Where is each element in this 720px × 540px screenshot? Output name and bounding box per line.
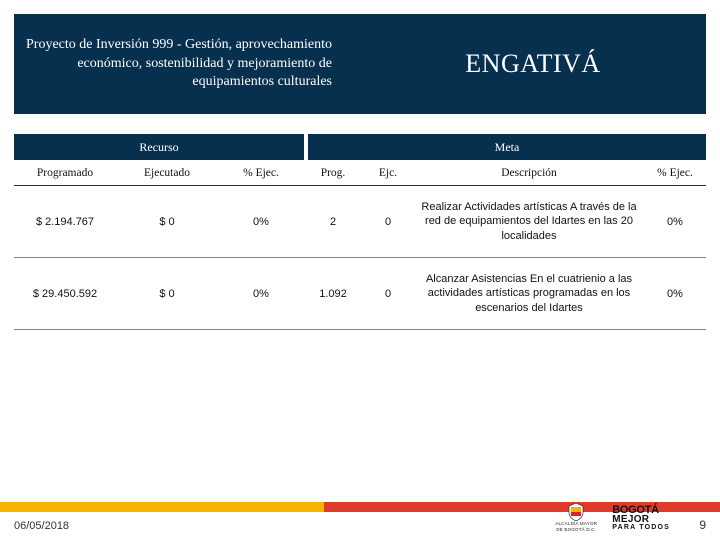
footer-date: 06/05/2018 [14,520,69,532]
th-descripcion: Descripción [414,160,644,185]
cell-programado: $ 2.194.767 [14,210,116,234]
cell-pct-ejec: 0% [218,282,304,306]
alcaldia-text-2: DE BOGOTÁ D.C. [556,528,596,533]
table-header-row: Programado Ejecutado % Ejec. Prog. Ejc. … [14,160,706,186]
cell-meta-pct: 0% [644,282,706,306]
page-number: 9 [699,518,706,532]
th-meta-pct: % Ejec. [644,160,706,185]
cell-pct-ejec: 0% [218,210,304,234]
table-row: $ 29.450.592 $ 0 0% 1.092 0 Alcanzar Asi… [14,258,706,330]
locality-name: ENGATIVÁ [465,49,600,79]
subheader-recurso: Recurso [14,134,304,160]
footer: 06/05/2018 ALCALDÍA MAYOR DE BOGOTÁ D.C.… [0,478,720,540]
project-title: Proyecto de Inversión 999 - Gestión, apr… [14,36,332,93]
th-programado: Programado [14,160,116,185]
data-table: Programado Ejecutado % Ejec. Prog. Ejc. … [14,160,706,330]
th-meta-ejc: Ejc. [362,160,414,185]
th-meta-prog: Prog. [304,160,362,185]
slide: Proyecto de Inversión 999 - Gestión, apr… [0,0,720,540]
cell-meta-ejc: 0 [362,282,414,306]
cell-descripcion: Alcanzar Asistencias En el cuatrienio a … [414,266,644,321]
cell-meta-prog: 2 [304,210,362,234]
th-ejecutado: Ejecutado [116,160,218,185]
cell-programado: $ 29.450.592 [14,282,116,306]
footer-logos: ALCALDÍA MAYOR DE BOGOTÁ D.C. BOGOTÁ MEJ… [554,502,670,534]
cell-ejecutado: $ 0 [116,282,218,306]
cell-meta-ejc: 0 [362,210,414,234]
alcaldia-logo: ALCALDÍA MAYOR DE BOGOTÁ D.C. [554,502,598,534]
bogota-line3: PARA TODOS [612,525,670,532]
cell-meta-prog: 1.092 [304,282,362,306]
header-left: Proyecto de Inversión 999 - Gestión, apr… [14,14,360,114]
shield-icon [568,503,584,521]
table-row: $ 2.194.767 $ 0 0% 2 0 Realizar Activida… [14,186,706,258]
subheader-meta: Meta [308,134,706,160]
cell-descripcion: Realizar Actividades artísticas A través… [414,194,644,249]
bogota-mejor-logo: BOGOTÁ MEJOR PARA TODOS [612,505,670,532]
th-pct-ejec: % Ejec. [218,160,304,185]
cell-meta-pct: 0% [644,210,706,234]
header-right: ENGATIVÁ [360,14,706,114]
subheader: Recurso Meta [14,134,706,160]
header-band: Proyecto de Inversión 999 - Gestión, apr… [14,14,706,114]
cell-ejecutado: $ 0 [116,210,218,234]
